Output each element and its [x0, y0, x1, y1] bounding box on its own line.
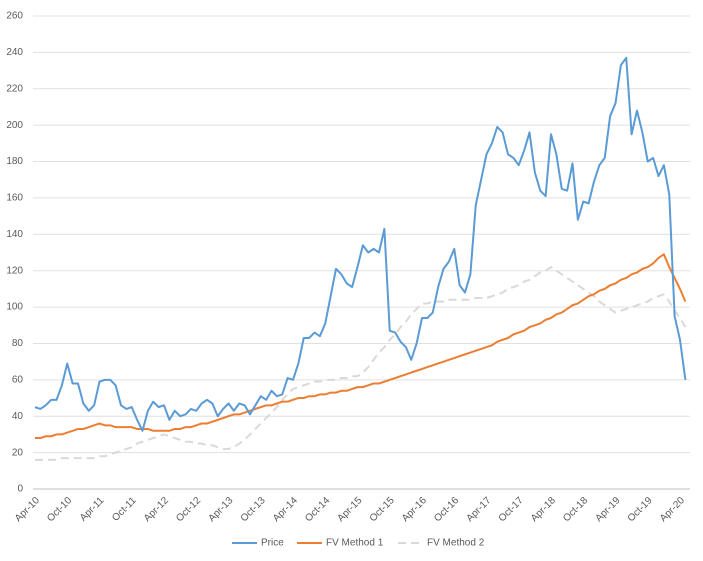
x-tick-label: Apr-10 — [13, 495, 42, 524]
series-line — [34, 56, 687, 432]
x-tick-label: Apr-15 — [335, 495, 364, 524]
x-tick-label: Oct-11 — [110, 495, 139, 524]
y-tick-label: 80 — [12, 338, 24, 349]
x-tick-label: Oct-17 — [497, 495, 526, 524]
y-tick-label: 100 — [6, 302, 23, 313]
y-tick-label: 40 — [12, 411, 24, 422]
x-tick-label: Oct-12 — [174, 495, 203, 524]
y-tick-label: 220 — [6, 83, 23, 94]
x-tick-label: Oct-15 — [368, 495, 397, 524]
legend-label: Price — [261, 538, 284, 549]
x-tick-label: Oct-10 — [45, 495, 74, 524]
y-tick-label: 140 — [6, 229, 23, 240]
y-tick-label: 160 — [6, 193, 23, 204]
x-tick-label: Apr-12 — [142, 495, 171, 524]
x-tick-label: Apr-20 — [658, 495, 687, 524]
y-tick-label: 180 — [6, 156, 23, 167]
x-tick-label: Apr-18 — [529, 495, 558, 524]
y-tick-label: 200 — [6, 120, 23, 131]
y-tick-label: 20 — [12, 447, 24, 458]
x-tick-label: Oct-18 — [561, 495, 590, 524]
y-tick-label: 260 — [6, 11, 23, 22]
x-tick-label: Apr-14 — [271, 495, 300, 524]
y-tick-label: 240 — [6, 47, 23, 58]
y-tick-label: 120 — [6, 265, 23, 276]
y-tick-label: 60 — [12, 374, 24, 385]
x-tick-label: Apr-11 — [78, 495, 107, 524]
x-tick-label: Apr-13 — [206, 495, 235, 524]
x-tick-label: Oct-13 — [239, 495, 268, 524]
x-tick-label: Apr-16 — [400, 495, 429, 524]
x-tick-label: Apr-17 — [464, 495, 493, 524]
x-tick-label: Oct-14 — [303, 495, 332, 524]
x-tick-label: Oct-16 — [432, 495, 461, 524]
legend-label: FV Method 1 — [326, 538, 384, 549]
legend-label: FV Method 2 — [427, 538, 485, 549]
series-line — [35, 266, 687, 461]
x-tick-label: Apr-19 — [593, 495, 622, 524]
y-tick-label: 0 — [17, 484, 23, 495]
x-tick-label: Oct-19 — [626, 495, 655, 524]
